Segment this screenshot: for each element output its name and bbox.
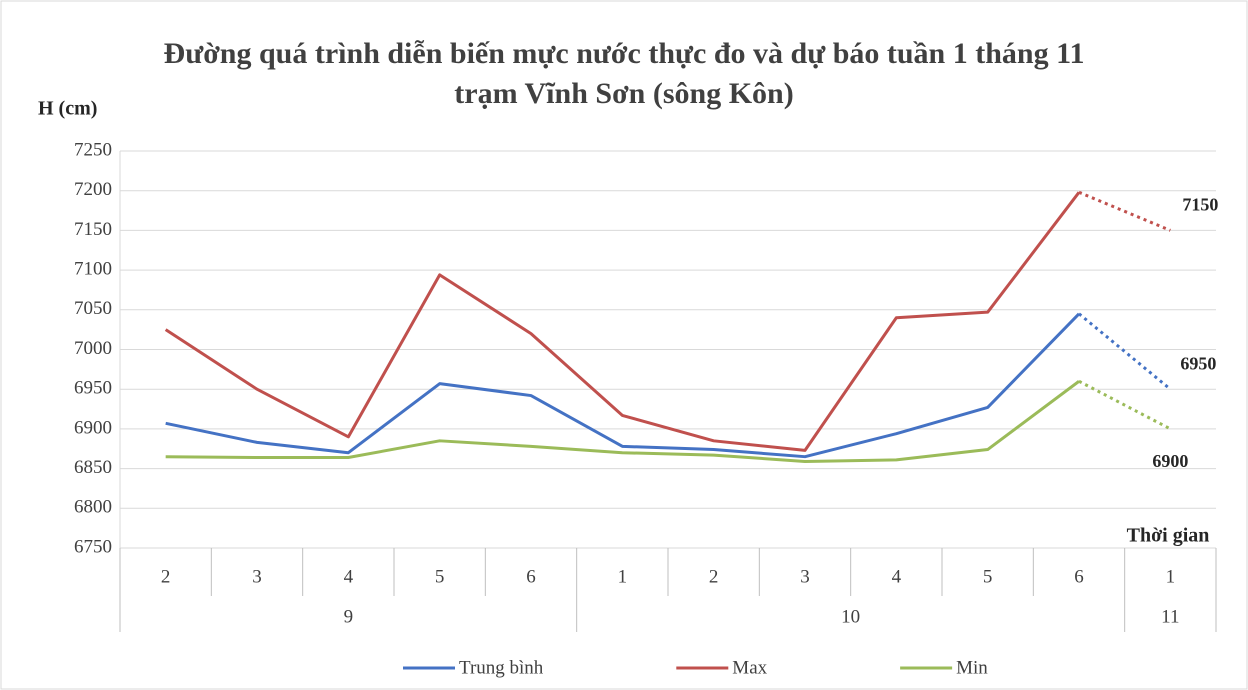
y-tick-label: 6800	[74, 497, 112, 518]
x-tick-label: 4	[344, 566, 354, 587]
x-group-label: 10	[841, 606, 860, 627]
x-group-label: 11	[1161, 606, 1179, 627]
series-line	[165, 380, 1080, 463]
x-tick-label: 1	[618, 566, 628, 587]
x-tick-label: 4	[892, 566, 902, 587]
y-tick-label: 7100	[74, 258, 112, 279]
x-axis-label: Thời gian	[1127, 525, 1210, 547]
x-tick-label: 1	[1166, 566, 1176, 587]
legend-label: Max	[732, 657, 767, 678]
x-group-label: 9	[344, 606, 354, 627]
x-tick-label: 5	[435, 566, 445, 587]
forecast-segment	[1078, 379, 1172, 431]
data-label: 6900	[1152, 451, 1188, 471]
data-label: 7150	[1182, 195, 1218, 215]
y-tick-label: 6900	[74, 417, 112, 438]
series-line	[165, 312, 1081, 459]
x-tick-label: 6	[526, 566, 536, 587]
x-tick-label: 3	[800, 566, 810, 587]
x-tick-label: 5	[983, 566, 993, 587]
x-tick-label: 2	[161, 566, 171, 587]
x-tick-label: 6	[1074, 566, 1084, 587]
forecast-segment	[1078, 190, 1171, 232]
y-axis-label: H (cm)	[38, 98, 97, 120]
y-tick-label: 7000	[74, 338, 112, 359]
y-tick-label: 6950	[74, 378, 112, 399]
y-tick-label: 7200	[74, 179, 112, 200]
y-tick-label: 7250	[74, 139, 112, 160]
legend-label: Min	[956, 657, 988, 678]
x-tick-label: 3	[252, 566, 262, 587]
y-tick-label: 6850	[74, 457, 112, 478]
legend-label: Trung bình	[459, 657, 544, 678]
y-tick-label: 7150	[74, 219, 112, 240]
forecast-segment	[1078, 312, 1172, 391]
x-tick-label: 2	[709, 566, 719, 587]
series-line	[164, 191, 1081, 452]
y-tick-label: 7050	[74, 298, 112, 319]
chart-title: Đường quá trình diễn biến mực nước thực …	[163, 37, 1085, 110]
y-tick-label: 6750	[74, 536, 112, 557]
data-label: 6950	[1180, 353, 1216, 373]
